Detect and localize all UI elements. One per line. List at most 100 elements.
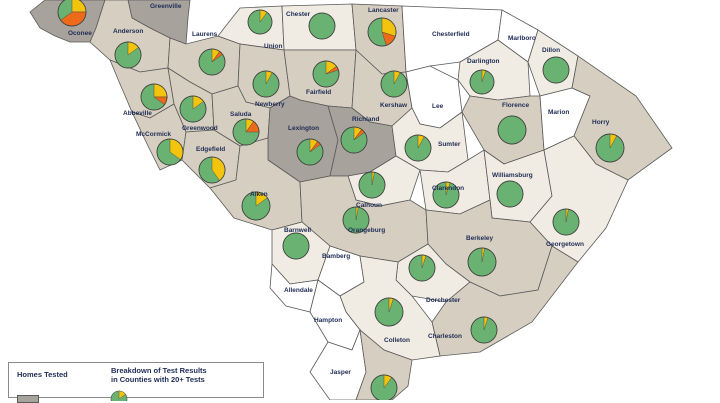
legend-box: Homes Tested Breakdown of Test Results i… <box>8 362 264 403</box>
pie-outline <box>358 171 386 199</box>
label-fairfield: Fairfield <box>306 89 331 96</box>
pie-outline <box>114 41 142 69</box>
pie-outline <box>408 254 436 282</box>
pie-outline <box>57 0 87 27</box>
pie-outline <box>469 69 495 95</box>
label-hampton: Hampton <box>314 317 342 324</box>
pie-edgefield <box>198 156 226 184</box>
county-georgetown <box>529 135 629 263</box>
pie-mccormick <box>156 138 184 166</box>
label-richland: Richland <box>352 116 379 123</box>
pie-outline <box>308 12 336 40</box>
pie-outline <box>497 115 527 145</box>
county-aiken <box>209 137 303 231</box>
pie-chester <box>308 12 336 40</box>
pie-outline <box>247 9 273 35</box>
label-orangeburg: Orangeburg <box>348 227 385 234</box>
pie-abbeville <box>140 83 168 111</box>
pie-outline <box>140 83 168 111</box>
pie-outline <box>470 316 498 344</box>
pie-outline <box>370 374 398 400</box>
label-chesterfield: Chesterfield <box>432 31 470 38</box>
pie-dorchester <box>408 254 436 282</box>
pie-laurens <box>198 48 226 76</box>
label-jasper: Jasper <box>330 369 351 376</box>
pie-sumter <box>404 134 432 162</box>
pie-darlington <box>469 69 495 95</box>
label-marion: Marion <box>548 109 569 116</box>
pie-outline <box>296 138 324 166</box>
pie-union <box>247 9 273 35</box>
pie-orangeburg <box>342 206 370 234</box>
pie-outline <box>404 134 432 162</box>
legend-breakdown-title-2: in Counties with 20+ Tests <box>111 375 205 384</box>
pie-saluda <box>232 118 260 146</box>
label-lancaster: Lancaster <box>368 7 399 14</box>
label-lexington: Lexington <box>288 125 319 132</box>
label-bamberg: Bamberg <box>322 253 350 260</box>
pie-outline <box>367 17 397 47</box>
pie-charts-layer <box>57 0 625 400</box>
label-darlington: Darlington <box>467 58 500 65</box>
pie-outline <box>342 206 370 234</box>
pie-lancaster <box>367 17 397 47</box>
pie-outline <box>496 180 524 208</box>
label-edgefield: Edgefield <box>196 146 225 153</box>
pie-outline <box>282 232 310 260</box>
label-anderson: Anderson <box>113 28 143 35</box>
pie-beaufort <box>370 374 398 400</box>
pie-barnwell <box>282 232 310 260</box>
pie-lexington <box>296 138 324 166</box>
label-allendale: Allendale <box>284 287 313 294</box>
pie-outline <box>595 133 625 163</box>
pie-outline <box>340 126 368 154</box>
label-mccormick: McCormick <box>136 131 171 138</box>
pie-outline <box>374 297 404 327</box>
label-horry: Horry <box>592 119 610 126</box>
pie-georgetown <box>552 208 580 236</box>
label-abbeville: Abbeville <box>123 110 152 117</box>
label-florence: Florence <box>502 102 529 109</box>
label-georgetown: Georgetown <box>546 241 584 248</box>
pie-berkeley <box>467 247 497 277</box>
label-marlboro: Marlboro <box>508 35 536 42</box>
label-union: Union <box>264 43 282 50</box>
pie-outline <box>198 48 226 76</box>
label-clarendon: Clarendon <box>432 185 464 192</box>
label-williamsburg: Williamsburg <box>492 172 533 179</box>
pie-outline <box>312 60 340 88</box>
label-greenwood: Greenwood <box>182 125 218 132</box>
label-aiken: Aiken <box>250 191 268 198</box>
pie-richland <box>340 126 368 154</box>
pie-calhoun <box>358 171 386 199</box>
label-dorchester: Dorchester <box>426 297 461 304</box>
label-newberry: Newberry <box>255 101 285 108</box>
label-berkeley: Berkeley <box>466 235 493 242</box>
pie-outline <box>380 70 408 98</box>
label-charleston: Charleston <box>428 333 462 340</box>
legend-breakdown-title-1: Breakdown of Test Results <box>111 366 207 375</box>
pie-oconee <box>57 0 87 27</box>
label-sumter: Sumter <box>438 141 461 148</box>
pie-charleston <box>470 316 498 344</box>
pie-williamsburg <box>496 180 524 208</box>
pie-outline <box>156 138 184 166</box>
pie-clarendon <box>432 181 460 209</box>
label-lee: Lee <box>432 103 444 110</box>
pie-outline <box>241 191 271 221</box>
legend-pie-icon <box>110 390 128 401</box>
pie-outline <box>232 118 260 146</box>
label-oconee: Oconee <box>68 30 92 37</box>
pie-outline <box>542 56 570 84</box>
pie-outline <box>252 70 280 98</box>
pie-outline <box>198 156 226 184</box>
county-beaufort <box>355 329 413 400</box>
pie-outline <box>467 247 497 277</box>
legend-homes-tested-title: Homes Tested <box>17 370 68 379</box>
label-dillon: Dillon <box>542 47 560 54</box>
pie-outline <box>179 95 207 123</box>
label-barnwell: Barnwell <box>284 227 311 234</box>
label-chester: Chester <box>286 11 311 18</box>
pie-outline <box>552 208 580 236</box>
